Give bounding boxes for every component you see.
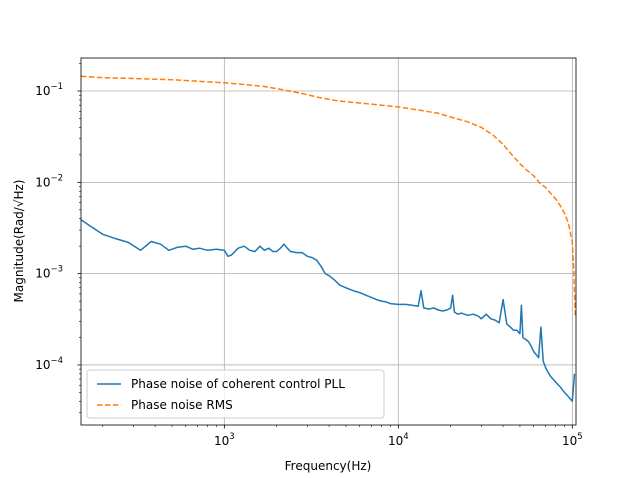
y-tick-label: 10−4 [35,356,63,372]
legend-label-rms: Phase noise RMS [131,398,233,412]
series-line-pll-phase-noise [81,219,576,403]
y-tick-label: 10−3 [35,265,63,281]
x-tick-label: 105 [562,432,583,448]
y-tick-label: 10−1 [35,82,63,98]
ticks: 103 104 105 10−4 10−3 10−2 10−1 [35,63,583,448]
legend: Phase noise of coherent control PLL Phas… [86,369,385,419]
series-line-rms-phase-noise [81,75,576,316]
legend-box [86,369,385,419]
y-axis-label: Magnitude(Rad/√Hz) [12,180,26,303]
x-tick-label: 104 [388,432,409,448]
x-tick-label: 103 [214,432,235,448]
y-tick-label: 10−2 [35,173,63,189]
legend-label-pll: Phase noise of coherent control PLL [131,377,345,391]
plot-frame [80,57,577,426]
x-axis-label: Frequency(Hz) [285,459,372,473]
series-layer [81,75,576,403]
